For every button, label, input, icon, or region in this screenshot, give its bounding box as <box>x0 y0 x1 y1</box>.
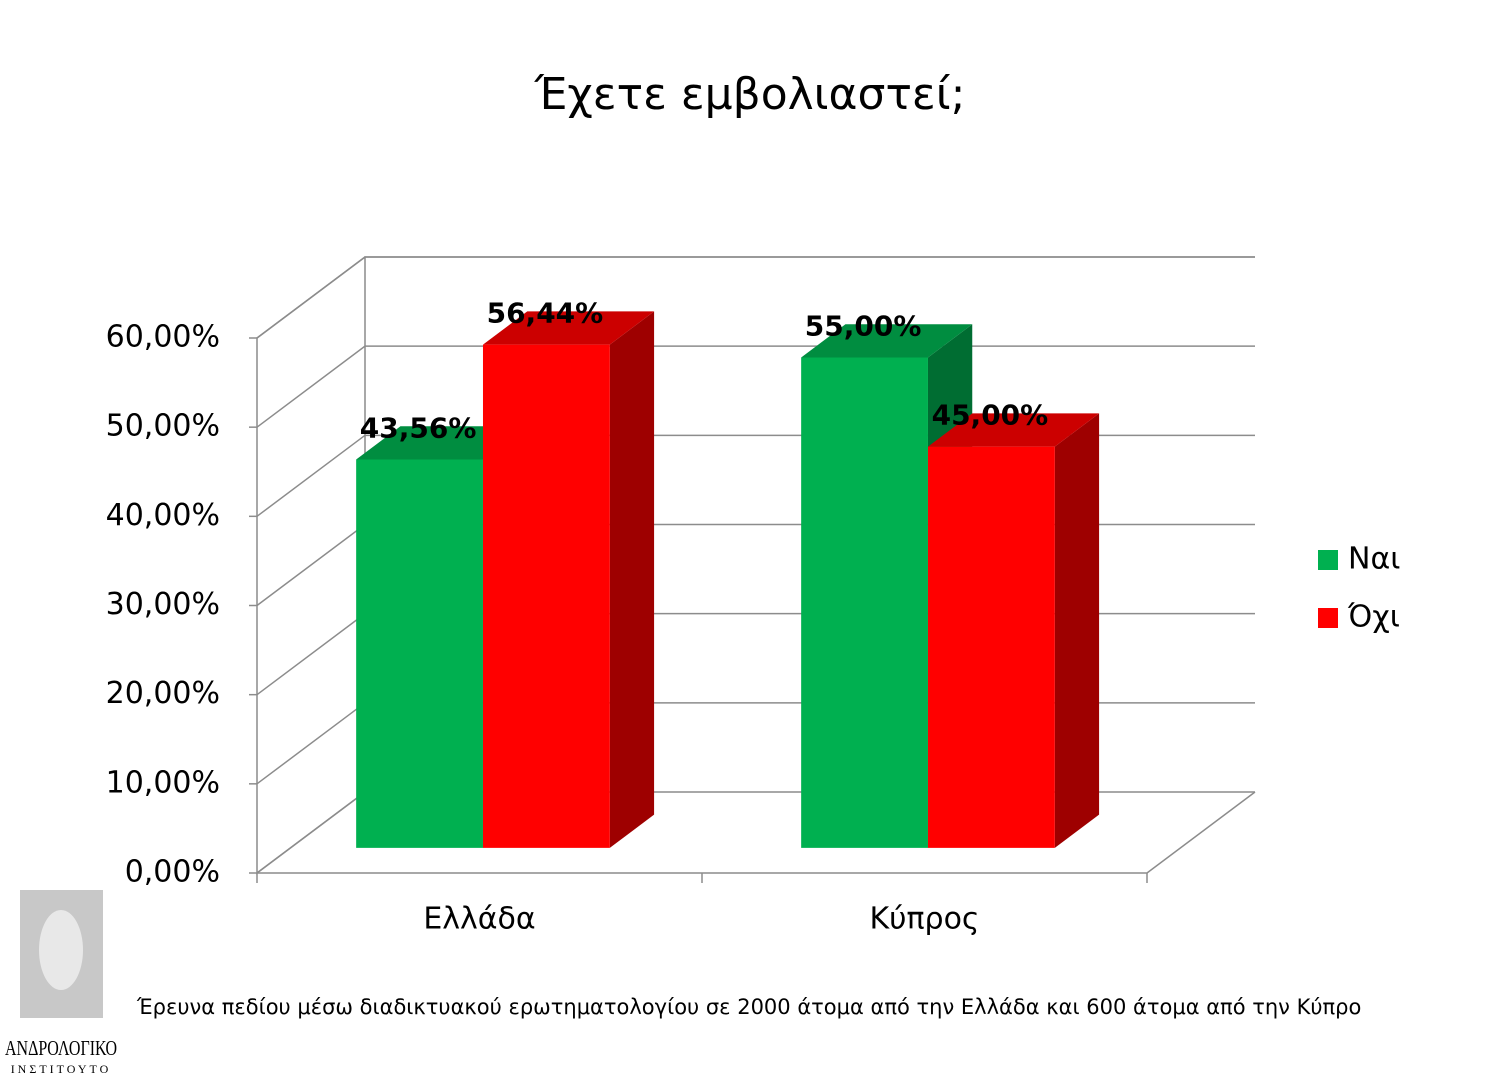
logo: ΑΝΔΡΟΛΟΓΙΚΟ ΙΝΣΤΙΤΟΥΤΟ <box>5 890 117 1076</box>
legend-swatch <box>1318 608 1338 628</box>
bar-top <box>482 311 655 345</box>
x-tick-label: Ελλάδα <box>423 902 535 937</box>
y-tick-label: 30,00% <box>106 587 220 622</box>
y-tick-label: 60,00% <box>106 320 220 355</box>
data-label: 45,00% <box>932 399 1049 432</box>
legend-label: Ναι <box>1348 542 1400 577</box>
logo-name: ΑΝΔΡΟΛΟΓΙΚΟ <box>5 1036 117 1060</box>
logo-statue <box>39 910 83 990</box>
y-tick-label: 40,00% <box>106 498 220 533</box>
grid-line <box>256 256 1255 339</box>
bar-top <box>801 324 973 358</box>
bar-side <box>609 311 655 848</box>
y-tick-label: 10,00% <box>106 765 220 800</box>
legend-swatch <box>1318 550 1338 570</box>
data-label: 55,00% <box>805 309 922 342</box>
data-label: 56,44% <box>487 297 604 330</box>
bar <box>482 344 610 848</box>
x-tick-label: Κύπρος <box>869 902 979 937</box>
bar <box>927 446 1055 848</box>
logo-subtitle: ΙΝΣΤΙΤΟΥΤΟ <box>11 1062 112 1076</box>
footnote: Έρευνα πεδίου μέσω διαδικτυακού ερωτηματ… <box>137 995 1362 1019</box>
chart-title: Έχετε εμβολιαστεί; <box>534 69 966 120</box>
y-tick-label: 0,00% <box>125 855 220 890</box>
bar-side <box>1054 413 1100 848</box>
bar <box>356 459 483 848</box>
y-tick-label: 50,00% <box>106 409 220 444</box>
data-label: 43,56% <box>360 411 477 444</box>
y-tick-label: 20,00% <box>106 676 220 711</box>
bar-top <box>927 413 1100 447</box>
legend-label: Όχι <box>1347 600 1400 635</box>
bar <box>801 357 928 848</box>
